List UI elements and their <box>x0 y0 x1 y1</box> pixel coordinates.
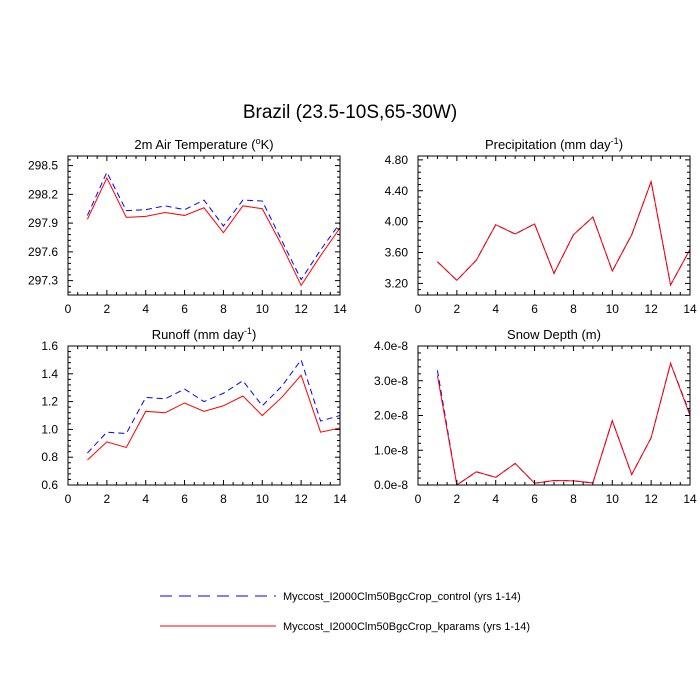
x-tick-label: 2 <box>104 492 111 506</box>
x-tick-label: 6 <box>181 302 188 316</box>
y-tick-label: 1.4 <box>41 367 58 381</box>
series-line-kparams-runoff <box>87 374 340 461</box>
x-tick-label: 10 <box>606 302 620 316</box>
y-tick-label: 1.0e-8 <box>374 443 408 457</box>
y-tick-label: 4.40 <box>385 184 409 198</box>
series-line-kparams-snow-depth <box>436 361 690 485</box>
y-tick-label: 3.0e-8 <box>374 374 408 388</box>
y-tick-label: 297.9 <box>28 216 58 230</box>
series-line-control-snow-depth <box>436 361 690 485</box>
x-tick-label: 0 <box>415 492 422 506</box>
x-tick-label: 8 <box>220 302 227 316</box>
series-group-snow-depth <box>436 361 690 485</box>
panel-precipitation: Precipitation (mm day-1) 0 2 4 6 8 10 12 14 3.20 3… <box>385 136 697 316</box>
series-line-control-temperature <box>86 171 340 281</box>
x-tick-label: 6 <box>531 492 538 506</box>
panel-frame-snow-depth <box>417 345 691 486</box>
y-tick-label: 2.0e-8 <box>374 409 408 423</box>
x-tick-label: 8 <box>220 492 227 506</box>
y-tick-label: 4.0e-8 <box>374 339 408 353</box>
series-line-control-precipitation <box>437 179 690 287</box>
x-tick-label: 10 <box>256 492 270 506</box>
x-tick-label: 8 <box>570 302 577 316</box>
y-tick-label: 1.0 <box>41 422 58 436</box>
panel-temperature: 2m Air Temperature (oK) 0 2 4 6 8 10 12 14 297.3 2… <box>28 136 347 316</box>
x-tick-label: 0 <box>415 302 422 316</box>
series-group-runoff <box>87 358 340 461</box>
x-tick-label: 6 <box>531 302 538 316</box>
x-tick-label: 10 <box>606 492 620 506</box>
x-tick-label: 14 <box>333 302 347 316</box>
x-tick-label: 12 <box>644 302 658 316</box>
x-tick-label: 14 <box>333 492 347 506</box>
series-line-control-runoff <box>87 358 340 454</box>
panel-frame-runoff <box>67 345 341 486</box>
series-group-temperature <box>86 171 340 287</box>
x-tick-label: 4 <box>142 492 149 506</box>
series-line-kparams-temperature <box>86 176 340 287</box>
x-tick-label: 14 <box>683 492 697 506</box>
x-tick-label: 14 <box>683 302 697 316</box>
panel-runoff: Runoff (mm day-1) 0 2 4 6 8 10 12 14 0.6 0.8 1.0 1.2… <box>41 326 347 506</box>
legend-label-control: Myccost_I2000Clm50BgcCrop_control (yrs 1… <box>283 591 521 603</box>
y-tick-label: 1.6 <box>41 339 58 353</box>
y-tick-label: 1.2 <box>41 395 58 409</box>
y-tick-label: 3.60 <box>385 246 409 260</box>
x-tick-label: 4 <box>142 302 149 316</box>
y-tick-label: 0.6 <box>41 478 58 492</box>
x-tick-label: 12 <box>644 492 658 506</box>
y-tick-label: 297.6 <box>28 245 58 259</box>
figure-title: Brazil (23.5-10S,65-30W) <box>242 102 458 123</box>
x-tick-label: 10 <box>256 302 270 316</box>
x-tick-label: 4 <box>492 302 499 316</box>
y-tick-label: 3.20 <box>385 276 409 290</box>
x-tick-label: 12 <box>294 492 308 506</box>
series-group-precipitation <box>437 179 690 287</box>
legend: Myccost_I2000Clm50BgcCrop_control (yrs 1… <box>160 591 530 633</box>
x-tick-label: 4 <box>492 492 499 506</box>
x-tick-label: 0 <box>65 302 72 316</box>
y-tick-label: 297.3 <box>28 274 58 288</box>
panel-title-precipitation: Precipitation (mm day-1) <box>485 136 623 152</box>
panel-title-runoff: Runoff (mm day-1) <box>152 326 257 342</box>
series-line-kparams-precipitation <box>437 179 690 287</box>
y-tick-label: 298.2 <box>28 187 58 201</box>
x-tick-label: 6 <box>181 492 188 506</box>
x-tick-label: 12 <box>294 302 308 316</box>
y-tick-label: 4.80 <box>385 153 409 167</box>
x-tick-label: 2 <box>104 302 111 316</box>
x-tick-label: 2 <box>454 492 461 506</box>
y-tick-label: 4.00 <box>385 215 409 229</box>
x-tick-label: 2 <box>454 302 461 316</box>
panel-title-snow-depth: Snow Depth (m) <box>507 327 601 342</box>
panel-title-temperature: 2m Air Temperature (oK) <box>134 136 273 152</box>
x-tick-label: 0 <box>65 492 72 506</box>
y-tick-label: 0.8 <box>41 450 58 464</box>
panel-snow-depth: Snow Depth (m) 0 2 4 6 8 10 12 14 0.0e-8 1.0e-8 2.0… <box>374 327 697 506</box>
legend-label-kparams: Myccost_I2000Clm50BgcCrop_kparams (yrs 1… <box>283 621 530 633</box>
y-tick-label: 298.5 <box>28 159 58 173</box>
x-tick-label: 8 <box>570 492 577 506</box>
y-tick-label: 0.0e-8 <box>374 478 408 492</box>
